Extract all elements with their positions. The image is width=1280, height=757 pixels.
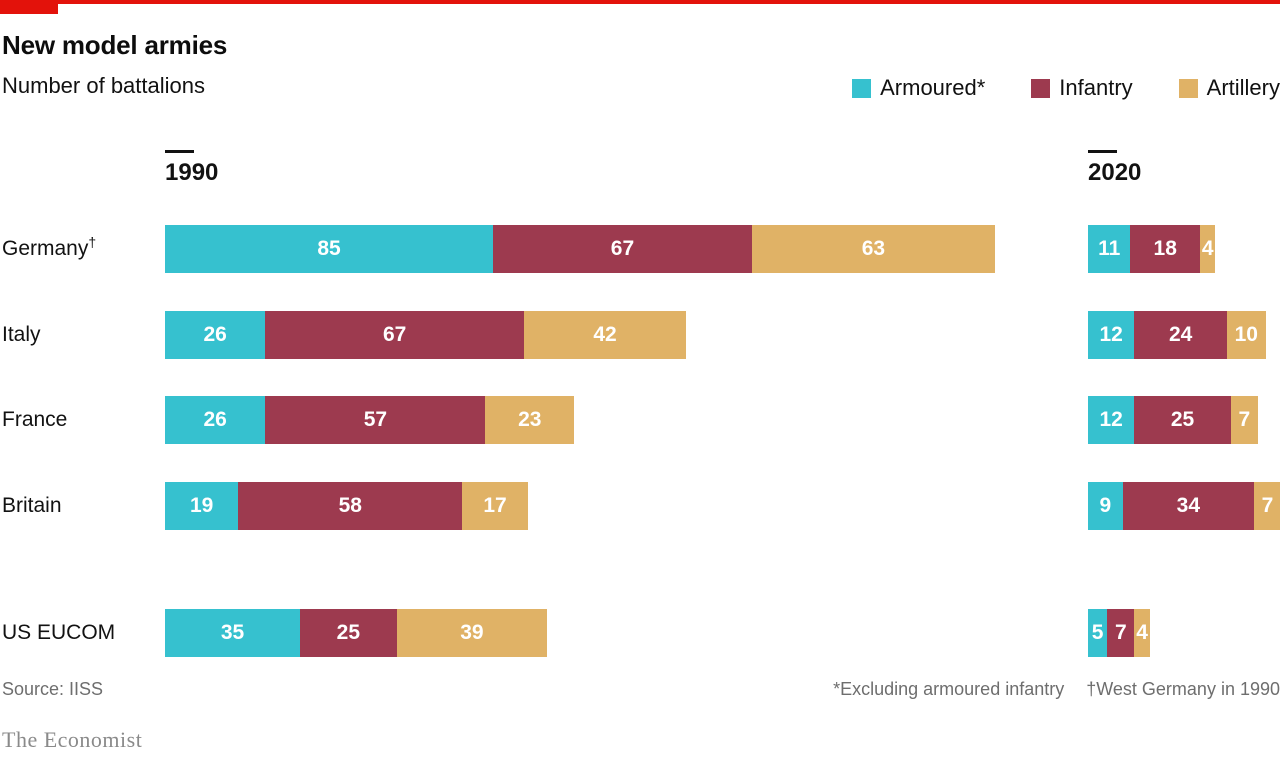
bar-segment: 24	[1134, 311, 1227, 359]
bar-2020-italy: 12 24 10	[1088, 311, 1266, 359]
footnote-armoured: *Excluding armoured infantry	[833, 679, 1065, 699]
bar-segment: 34	[1122, 482, 1254, 530]
bar-2020-france: 12 25 7	[1088, 396, 1258, 444]
chart-title: New model armies	[2, 30, 228, 60]
bar-1990-france: 26 57 23	[165, 396, 575, 444]
source-note: Source: IISS	[2, 679, 104, 699]
bar-segment: 42	[524, 311, 687, 359]
bar-segment: 7	[1107, 609, 1135, 657]
bar-segment: 58	[238, 482, 463, 530]
row-label-britain: Britain	[2, 494, 62, 517]
legend: Armoured* Infantry Artillery	[852, 75, 1280, 101]
bar-segment: 17	[462, 482, 528, 530]
bar-segment: 57	[265, 396, 486, 444]
row-label-france: France	[2, 408, 68, 431]
bar-segment: 7	[1230, 396, 1258, 444]
legend-item-artillery: Artillery	[1178, 75, 1280, 101]
brand-top-rule	[0, 0, 1280, 4]
legend-item-infantry: Infantry	[1031, 75, 1133, 101]
bar-segment: 26	[165, 396, 266, 444]
bar-segment: 25	[1134, 396, 1231, 444]
footnote-germany: †West Germany in 1990	[1086, 679, 1280, 699]
panel-tick-1990	[165, 150, 194, 153]
bar-2020-germany: 11 18 4	[1088, 225, 1216, 273]
panel-header-2020: 2020	[1088, 150, 1141, 187]
bar-segment: 12	[1088, 396, 1135, 444]
bar-1990-britain: 19 58 17	[165, 482, 528, 530]
bar-1990-italy: 26 67 42	[165, 311, 687, 359]
bar-segment: 18	[1130, 225, 1200, 273]
row-label-us-eucom: US EUCOM	[2, 621, 116, 644]
bar-segment: 4	[1134, 609, 1150, 657]
legend-swatch-artillery	[1178, 78, 1198, 98]
bar-1990-us-eucom: 35 25 39	[165, 609, 548, 657]
bar-segment: 25	[300, 609, 397, 657]
bar-segment: 19	[165, 482, 239, 530]
panel-tick-2020	[1088, 150, 1117, 153]
bar-segment: 10	[1226, 311, 1266, 359]
legend-label-artillery: Artillery	[1206, 75, 1280, 100]
bar-segment: 26	[165, 311, 266, 359]
bar-segment: 67	[493, 225, 752, 273]
bar-1990-germany: 85 67 63	[165, 225, 995, 273]
bar-segment: 12	[1088, 311, 1135, 359]
bar-segment: 85	[165, 225, 494, 273]
bar-segment: 4	[1199, 225, 1216, 273]
legend-label-infantry: Infantry	[1059, 75, 1133, 100]
legend-item-armoured: Armoured*	[852, 75, 985, 101]
legend-swatch-armoured	[852, 78, 872, 98]
economist-logo: The Economist	[2, 727, 143, 752]
bar-segment: 63	[751, 225, 995, 273]
bar-segment: 39	[396, 609, 548, 657]
bar-segment: 11	[1088, 225, 1131, 273]
row-label-germany: Germany †	[2, 234, 97, 260]
bar-segment: 7	[1253, 482, 1280, 530]
legend-swatch-infantry	[1031, 78, 1051, 98]
chart-subtitle: Number of battalions	[2, 73, 205, 98]
bar-segment: 9	[1088, 482, 1123, 530]
bar-segment: 23	[485, 396, 575, 444]
footnotes: *Excluding armoured infantry †West Germa…	[833, 679, 1280, 700]
row-label-italy: Italy	[2, 323, 41, 346]
legend-label-armoured: Armoured*	[880, 75, 986, 100]
bar-segment: 5	[1088, 609, 1108, 657]
bar-segment: 67	[265, 311, 524, 359]
bar-2020-britain: 9 34 7	[1088, 482, 1280, 530]
bar-segment: 35	[165, 609, 301, 657]
brand-red-block	[0, 0, 58, 14]
panel-header-1990: 1990	[165, 150, 218, 187]
